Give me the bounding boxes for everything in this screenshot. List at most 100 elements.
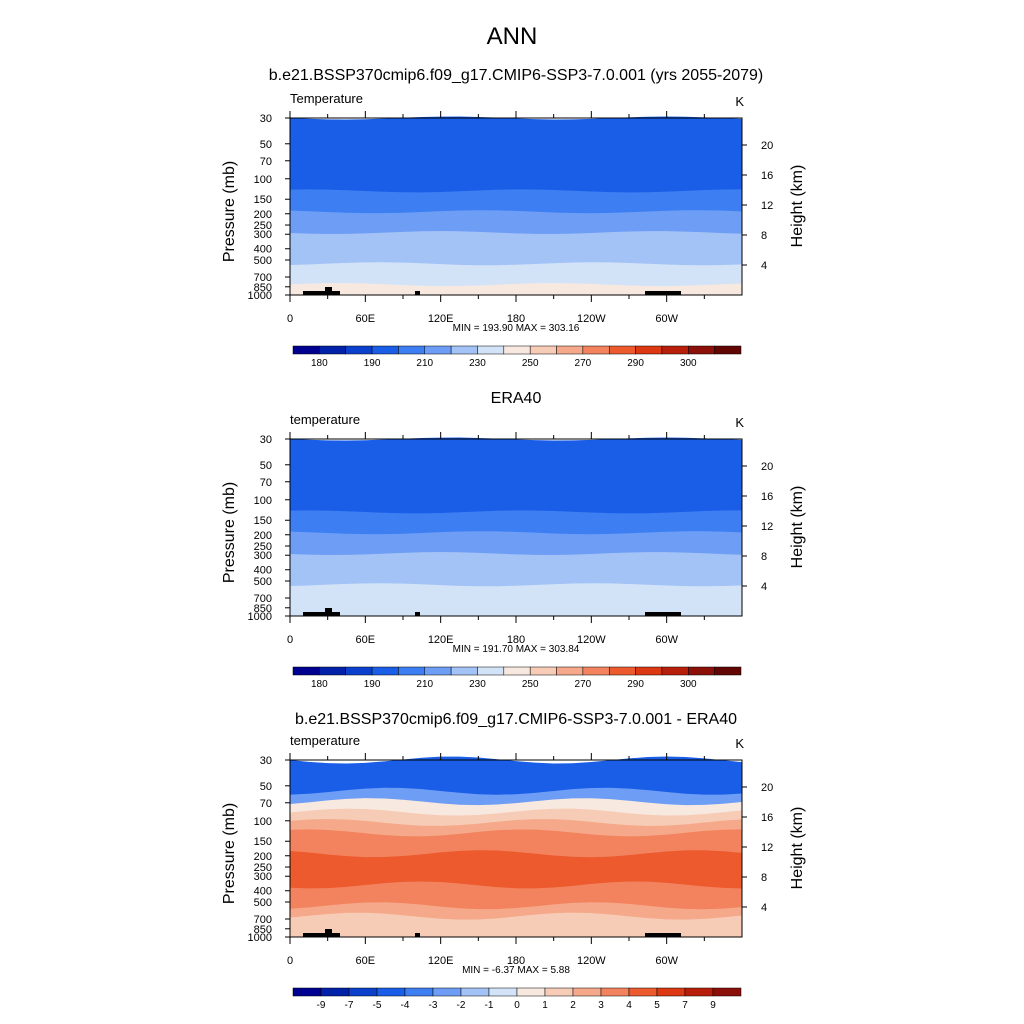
y-tick-label: 100 xyxy=(254,174,272,186)
y-tick-label: 250 xyxy=(254,220,272,232)
y-tick-label: 50 xyxy=(260,139,272,151)
topography-mask xyxy=(325,929,332,937)
colorbar-label: 210 xyxy=(416,358,433,369)
colorbar-label: 250 xyxy=(522,358,539,369)
colorbar-swatch xyxy=(516,987,546,997)
colorbar-label: 4 xyxy=(626,1000,632,1011)
x-tick-label: 60W xyxy=(655,955,678,967)
y-tick-label: 250 xyxy=(254,862,272,874)
colorbar-swatch xyxy=(398,666,426,676)
y-tick-label: 700 xyxy=(254,272,272,284)
colorbar-swatch xyxy=(684,987,714,997)
y-axis-label: Pressure (mb) xyxy=(221,161,238,262)
contour-band xyxy=(290,923,742,937)
colorbar-swatch xyxy=(582,666,610,676)
y-tick-label: 1000 xyxy=(248,290,272,302)
colorbar-swatch xyxy=(688,666,715,676)
colorbar-swatch xyxy=(477,345,505,355)
colorbar-label: -7 xyxy=(345,1000,354,1011)
colorbar-swatch xyxy=(424,345,452,355)
x-tick-label: 180 xyxy=(507,313,525,325)
y-axis-label: Pressure (mb) xyxy=(221,803,238,904)
colorbar-label: 190 xyxy=(364,358,381,369)
colorbar-label: 270 xyxy=(575,358,592,369)
topography-mask xyxy=(325,287,332,295)
topography-mask xyxy=(645,933,681,937)
panel-title: b.e21.BSSP370cmip6.f09_g17.CMIP6-SSP3-7.… xyxy=(269,67,764,84)
x-tick-label: 120E xyxy=(428,313,454,325)
x-tick-label: 120W xyxy=(577,313,606,325)
y-tick-label: 200 xyxy=(254,851,272,863)
y-tick-label: 70 xyxy=(260,477,272,489)
height-tick-label: 16 xyxy=(761,812,773,824)
colorbar-swatch xyxy=(688,345,715,355)
colorbar-swatch xyxy=(404,987,434,997)
x-tick-label: 0 xyxy=(287,955,293,967)
y-tick-label: 700 xyxy=(254,914,272,926)
panel-3: b.e21.BSSP370cmip6.f09_g17.CMIP6-SSP3-7.… xyxy=(221,711,806,1011)
y-tick-label: 400 xyxy=(254,565,272,577)
y-tick-label: 50 xyxy=(260,781,272,793)
colorbar-label: 0 xyxy=(514,1000,520,1011)
colorbar-label: 300 xyxy=(680,679,697,690)
y-tick-label: 50 xyxy=(260,460,272,472)
x-tick-label: 60W xyxy=(655,634,678,646)
colorbar-label: 1 xyxy=(542,1000,548,1011)
y-tick-label: 30 xyxy=(260,755,272,767)
colorbar-label: -2 xyxy=(457,1000,466,1011)
panel-title: ERA40 xyxy=(491,390,542,407)
units-label: K xyxy=(735,415,744,430)
colorbar-label: 290 xyxy=(627,679,644,690)
topography-mask xyxy=(415,612,420,616)
y-tick-label: 30 xyxy=(260,113,272,125)
x-tick-label: 120E xyxy=(428,634,454,646)
colorbar-swatch xyxy=(345,345,373,355)
height-tick-label: 20 xyxy=(761,140,773,152)
colorbar-swatch xyxy=(319,666,346,676)
x-tick-label: 60E xyxy=(356,634,376,646)
y-tick-label: 1000 xyxy=(248,611,272,623)
colorbar-swatch xyxy=(503,345,531,355)
variable-label: Temperature xyxy=(290,91,363,106)
height-tick-label: 20 xyxy=(761,782,773,794)
x-tick-label: 120E xyxy=(428,955,454,967)
topography-mask xyxy=(415,291,420,295)
colorbar-swatch xyxy=(503,666,531,676)
x-tick-label: 120W xyxy=(577,634,606,646)
colorbar-swatch xyxy=(628,987,658,997)
x-tick-label: 180 xyxy=(507,955,525,967)
colorbar-swatch xyxy=(608,345,636,355)
y2-axis-label: Height (km) xyxy=(789,486,806,569)
colorbar-swatch xyxy=(661,666,689,676)
y-tick-label: 850 xyxy=(254,924,272,936)
colorbar-label: 270 xyxy=(575,679,592,690)
colorbar-swatch xyxy=(608,666,636,676)
colorbar-label: 180 xyxy=(311,679,328,690)
colorbar-swatch xyxy=(714,345,742,355)
topography-mask xyxy=(303,933,340,937)
y-tick-label: 500 xyxy=(254,897,272,909)
colorbar-swatch xyxy=(292,666,320,676)
height-tick-label: 8 xyxy=(761,230,767,242)
colorbar-swatch xyxy=(477,666,505,676)
y-tick-label: 300 xyxy=(254,229,272,241)
y-tick-label: 150 xyxy=(254,194,272,206)
x-tick-label: 120W xyxy=(577,955,606,967)
colorbar-label: -4 xyxy=(401,1000,410,1011)
colorbar-swatch xyxy=(582,345,610,355)
y-tick-label: 500 xyxy=(254,255,272,267)
colorbar-label: -5 xyxy=(373,1000,382,1011)
height-tick-label: 4 xyxy=(761,260,767,272)
y2-axis-label: Height (km) xyxy=(789,807,806,890)
colorbar-swatch xyxy=(292,987,322,997)
y-tick-label: 150 xyxy=(254,515,272,527)
topography-mask xyxy=(645,291,681,295)
colorbar-swatch xyxy=(556,345,584,355)
colorbar-swatch xyxy=(292,345,320,355)
colorbar-swatch xyxy=(450,345,478,355)
colorbar-swatch xyxy=(424,666,452,676)
x-tick-label: 60E xyxy=(356,955,376,967)
y-tick-label: 400 xyxy=(254,244,272,256)
topography-mask xyxy=(415,933,420,937)
